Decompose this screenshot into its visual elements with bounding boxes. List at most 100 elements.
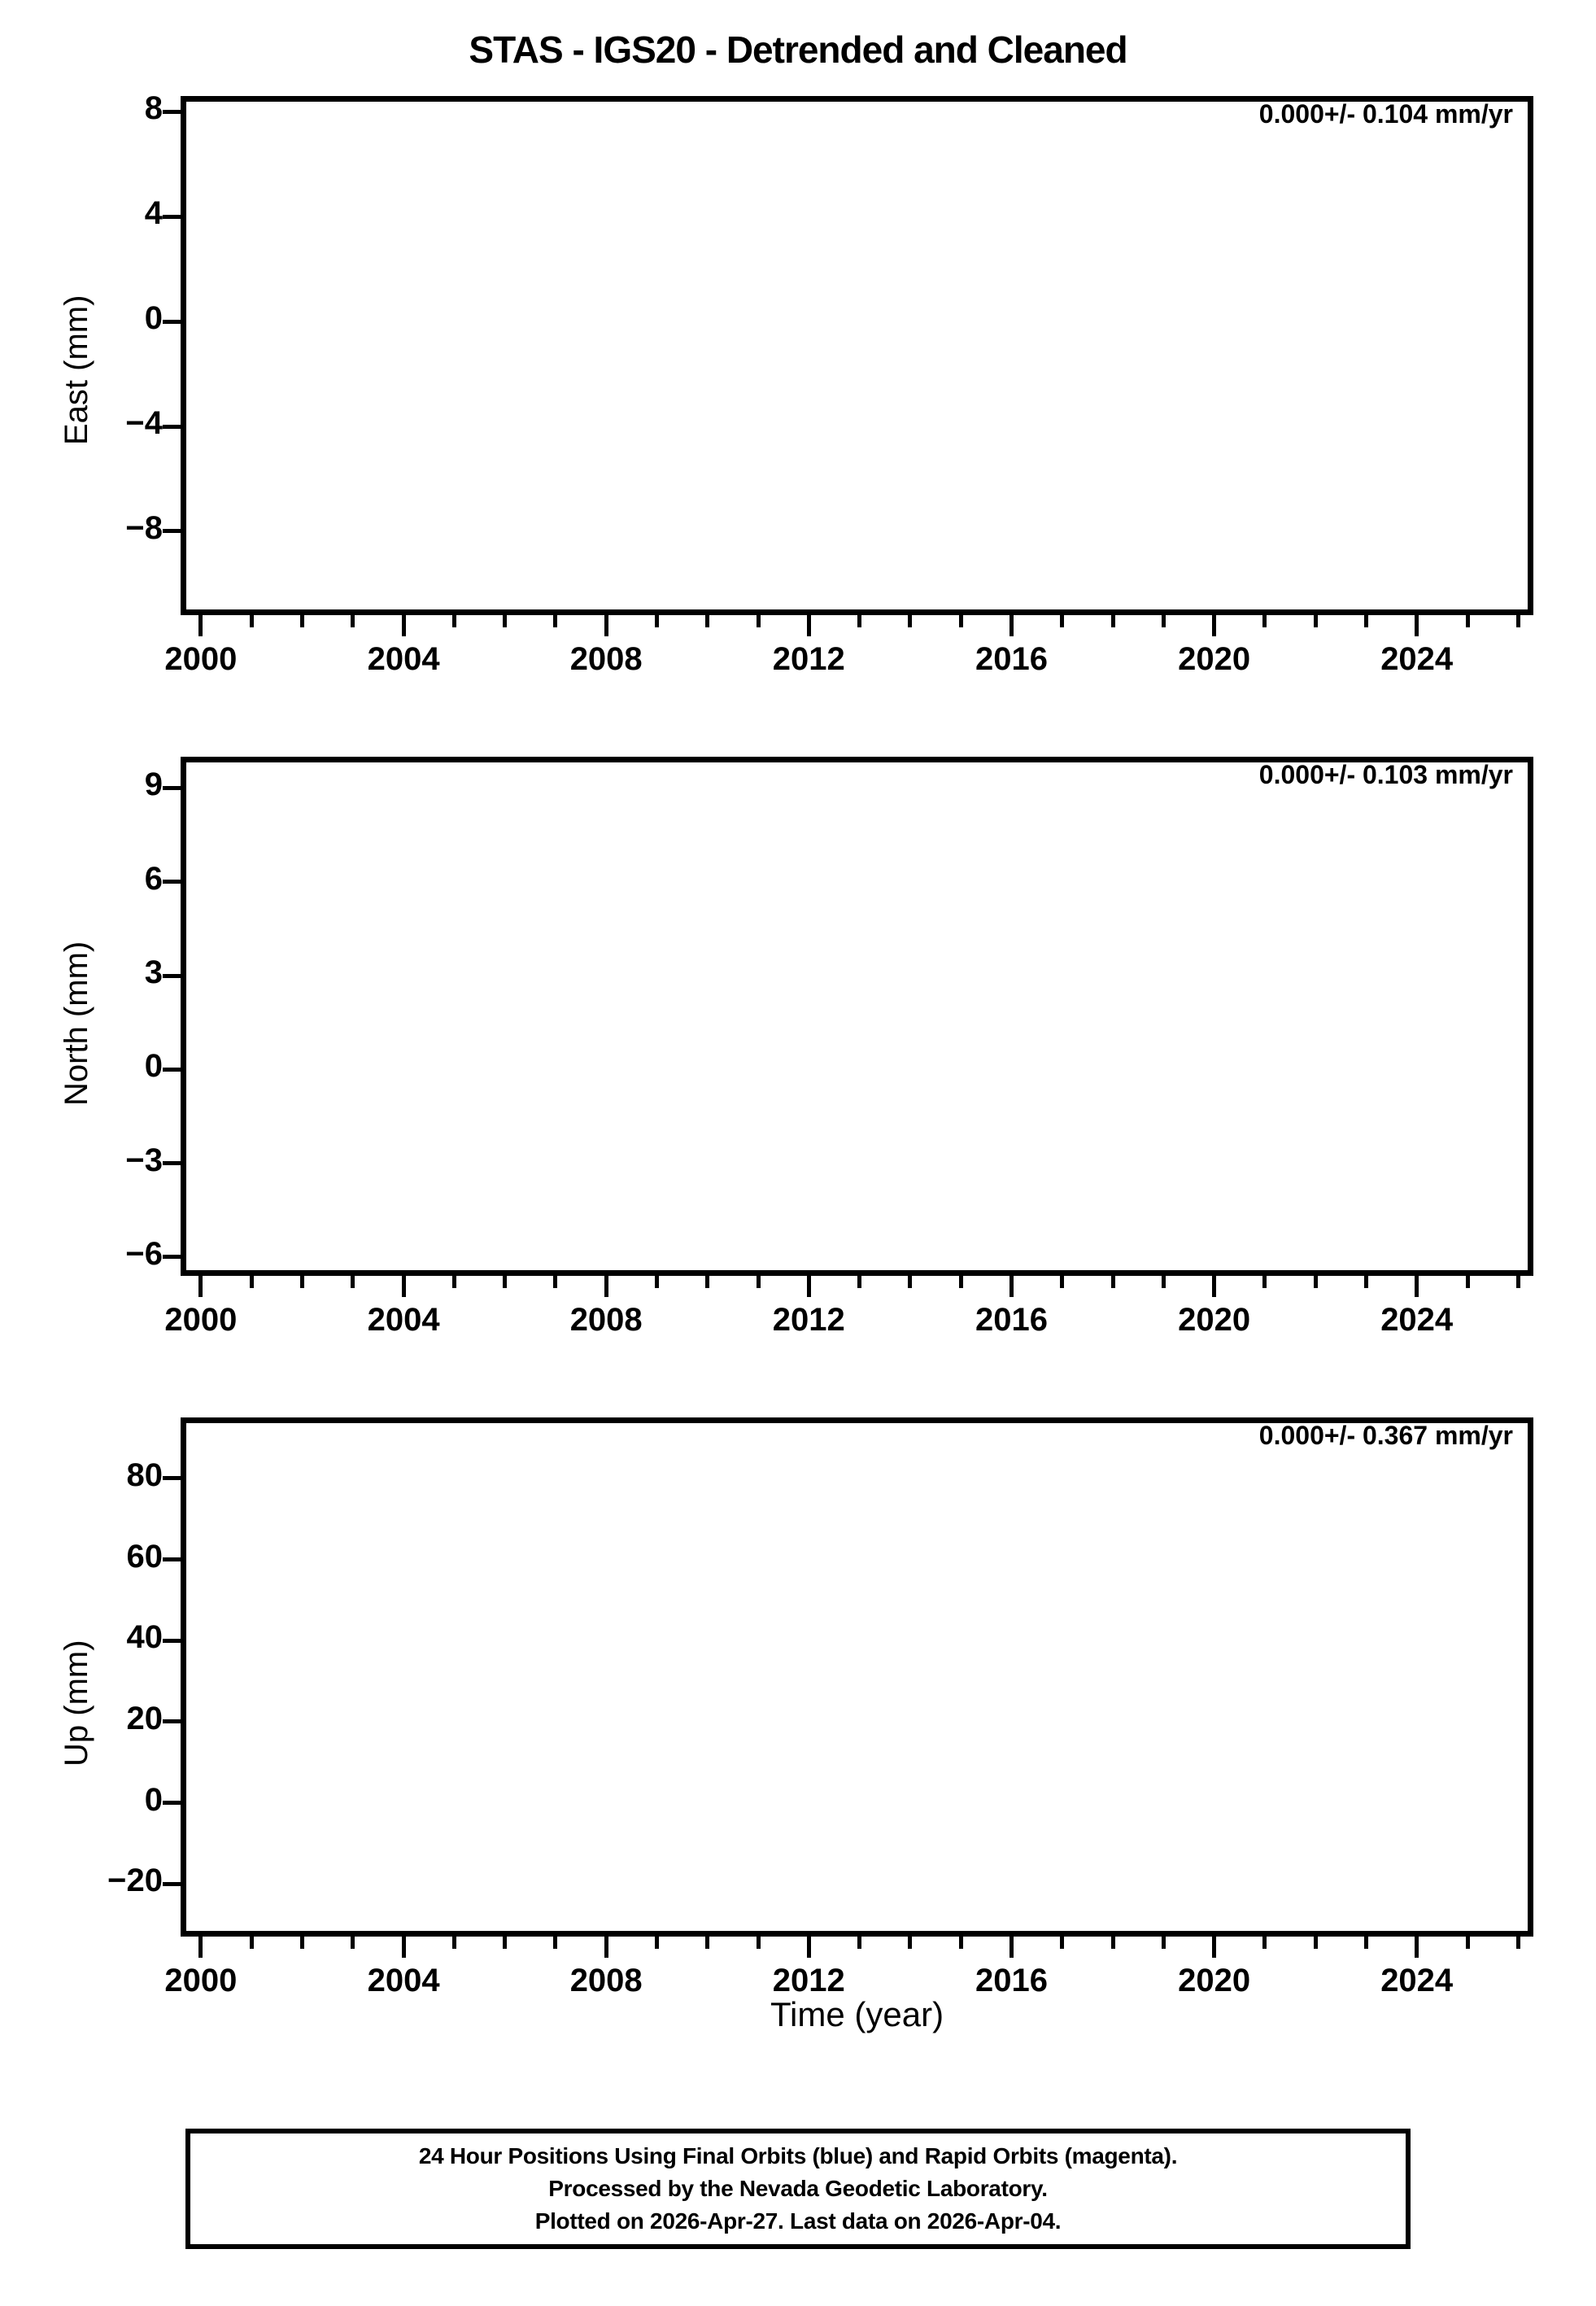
y-tick-mark-east-3 — [163, 424, 181, 429]
x-tick-mark-north-2025 — [1465, 1276, 1470, 1288]
y-tick-mark-east-0 — [163, 109, 181, 114]
x-tick-mark-east-2000 — [198, 615, 203, 636]
x-tick-mark-up-2025 — [1465, 1937, 1470, 1949]
chart-panel-up — [181, 1417, 1533, 1937]
x-tick-label-east-2: 2008 — [569, 641, 643, 677]
y-tick-mark-up-5 — [163, 1881, 181, 1886]
x-tick-mark-up-2006 — [503, 1937, 508, 1949]
x-tick-mark-east-2021 — [1262, 615, 1267, 627]
x-tick-mark-east-2020 — [1212, 615, 1217, 636]
x-tick-mark-up-2019 — [1161, 1937, 1166, 1949]
x-tick-mark-north-2017 — [1060, 1276, 1065, 1288]
footer-caption-box: 24 Hour Positions Using Final Orbits (bl… — [185, 2129, 1411, 2249]
x-tick-mark-up-2000 — [198, 1937, 203, 1958]
plot-frame-east — [181, 96, 1533, 615]
x-tick-mark-up-2022 — [1313, 1937, 1318, 1949]
y-tick-label-north-4: −3 — [125, 1142, 163, 1178]
y-tick-mark-north-4 — [163, 1161, 181, 1166]
x-tick-mark-up-2020 — [1212, 1937, 1217, 1958]
x-tick-mark-east-2014 — [908, 615, 913, 627]
x-tick-mark-north-2004 — [401, 1276, 406, 1297]
x-tick-mark-up-2003 — [351, 1937, 355, 1949]
x-tick-mark-north-2000 — [198, 1276, 203, 1297]
x-tick-label-up-2: 2008 — [569, 1963, 643, 1998]
chart-panel-east — [181, 96, 1533, 615]
x-tick-mark-east-2003 — [351, 615, 355, 627]
y-tick-mark-north-3 — [163, 1067, 181, 1072]
x-tick-mark-east-2004 — [401, 615, 406, 636]
y-tick-mark-east-4 — [163, 529, 181, 534]
y-tick-label-east-4: −8 — [125, 509, 163, 546]
x-tick-label-north-6: 2024 — [1380, 1302, 1454, 1338]
x-tick-mark-east-2001 — [249, 615, 254, 627]
x-tick-label-east-3: 2012 — [772, 641, 845, 677]
x-tick-label-up-1: 2004 — [367, 1963, 440, 1998]
x-tick-mark-north-2009 — [655, 1276, 659, 1288]
x-tick-mark-up-2001 — [249, 1937, 254, 1949]
y-tick-label-east-2: 0 — [144, 300, 163, 337]
y-tick-mark-north-0 — [163, 785, 181, 790]
y-tick-mark-up-0 — [163, 1476, 181, 1481]
y-tick-label-north-0: 9 — [144, 766, 163, 803]
x-tick-mark-up-2021 — [1262, 1937, 1267, 1949]
x-tick-mark-east-2016 — [1009, 615, 1014, 636]
x-tick-label-up-5: 2020 — [1178, 1963, 1251, 1998]
x-tick-mark-up-2013 — [857, 1937, 862, 1949]
x-tick-mark-north-2020 — [1212, 1276, 1217, 1297]
y-tick-mark-north-5 — [163, 1255, 181, 1260]
x-tick-mark-east-2005 — [451, 615, 456, 627]
x-tick-mark-north-2013 — [857, 1276, 862, 1288]
x-tick-mark-east-2011 — [756, 615, 761, 627]
x-tick-mark-up-2005 — [451, 1937, 456, 1949]
y-tick-label-north-2: 3 — [144, 954, 163, 990]
x-tick-mark-east-2023 — [1364, 615, 1368, 627]
x-tick-mark-north-2005 — [451, 1276, 456, 1288]
y-tick-label-east-0: 8 — [144, 90, 163, 127]
x-tick-label-east-5: 2020 — [1178, 641, 1251, 677]
x-tick-mark-up-2009 — [655, 1937, 659, 1949]
x-tick-label-north-0: 2000 — [164, 1302, 238, 1338]
x-tick-mark-north-2021 — [1262, 1276, 1267, 1288]
y-tick-label-north-5: −6 — [125, 1235, 163, 1272]
x-tick-mark-up-2023 — [1364, 1937, 1368, 1949]
y-tick-label-up-5: −20 — [107, 1863, 163, 1899]
x-tick-mark-north-2012 — [806, 1276, 811, 1297]
x-tick-mark-up-2018 — [1110, 1937, 1115, 1949]
y-tick-label-north-1: 6 — [144, 860, 163, 897]
plot-frame-up — [181, 1417, 1533, 1937]
x-tick-mark-east-2013 — [857, 615, 862, 627]
y-tick-label-up-4: 0 — [144, 1781, 163, 1818]
x-tick-label-north-5: 2020 — [1178, 1302, 1251, 1338]
x-tick-mark-north-2024 — [1415, 1276, 1419, 1297]
x-tick-label-east-4: 2016 — [975, 641, 1048, 677]
x-tick-label-east-6: 2024 — [1380, 641, 1454, 677]
x-tick-mark-up-2024 — [1415, 1937, 1419, 1958]
y-tick-label-north-3: 0 — [144, 1048, 163, 1085]
x-tick-mark-north-2022 — [1313, 1276, 1318, 1288]
x-tick-mark-up-2011 — [756, 1937, 761, 1949]
x-tick-mark-east-2002 — [300, 615, 304, 627]
x-tick-mark-north-2016 — [1009, 1276, 1014, 1297]
chart-panel-north — [181, 757, 1533, 1276]
y-tick-mark-north-1 — [163, 880, 181, 884]
x-tick-mark-up-2017 — [1060, 1937, 1065, 1949]
x-tick-mark-north-2008 — [604, 1276, 608, 1297]
x-tick-mark-east-2009 — [655, 615, 659, 627]
x-tick-mark-up-2012 — [806, 1937, 811, 1958]
x-tick-mark-north-2007 — [553, 1276, 558, 1288]
x-tick-mark-north-2003 — [351, 1276, 355, 1288]
x-tick-label-east-1: 2004 — [367, 641, 440, 677]
y-tick-label-up-3: 20 — [126, 1700, 164, 1736]
x-tick-mark-east-2025 — [1465, 615, 1470, 627]
y-tick-label-up-2: 40 — [126, 1619, 164, 1656]
x-tick-mark-east-2017 — [1060, 615, 1065, 627]
footer-line-1: 24 Hour Positions Using Final Orbits (bl… — [418, 2143, 1178, 2169]
x-tick-mark-up-2007 — [553, 1937, 558, 1949]
x-tick-mark-east-2018 — [1110, 615, 1115, 627]
x-tick-mark-up-2026 — [1515, 1937, 1520, 1949]
x-tick-mark-up-2002 — [300, 1937, 304, 1949]
x-tick-mark-north-2010 — [705, 1276, 710, 1288]
y-tick-mark-up-3 — [163, 1719, 181, 1724]
y-tick-mark-up-2 — [163, 1638, 181, 1643]
x-tick-mark-up-2014 — [908, 1937, 913, 1949]
